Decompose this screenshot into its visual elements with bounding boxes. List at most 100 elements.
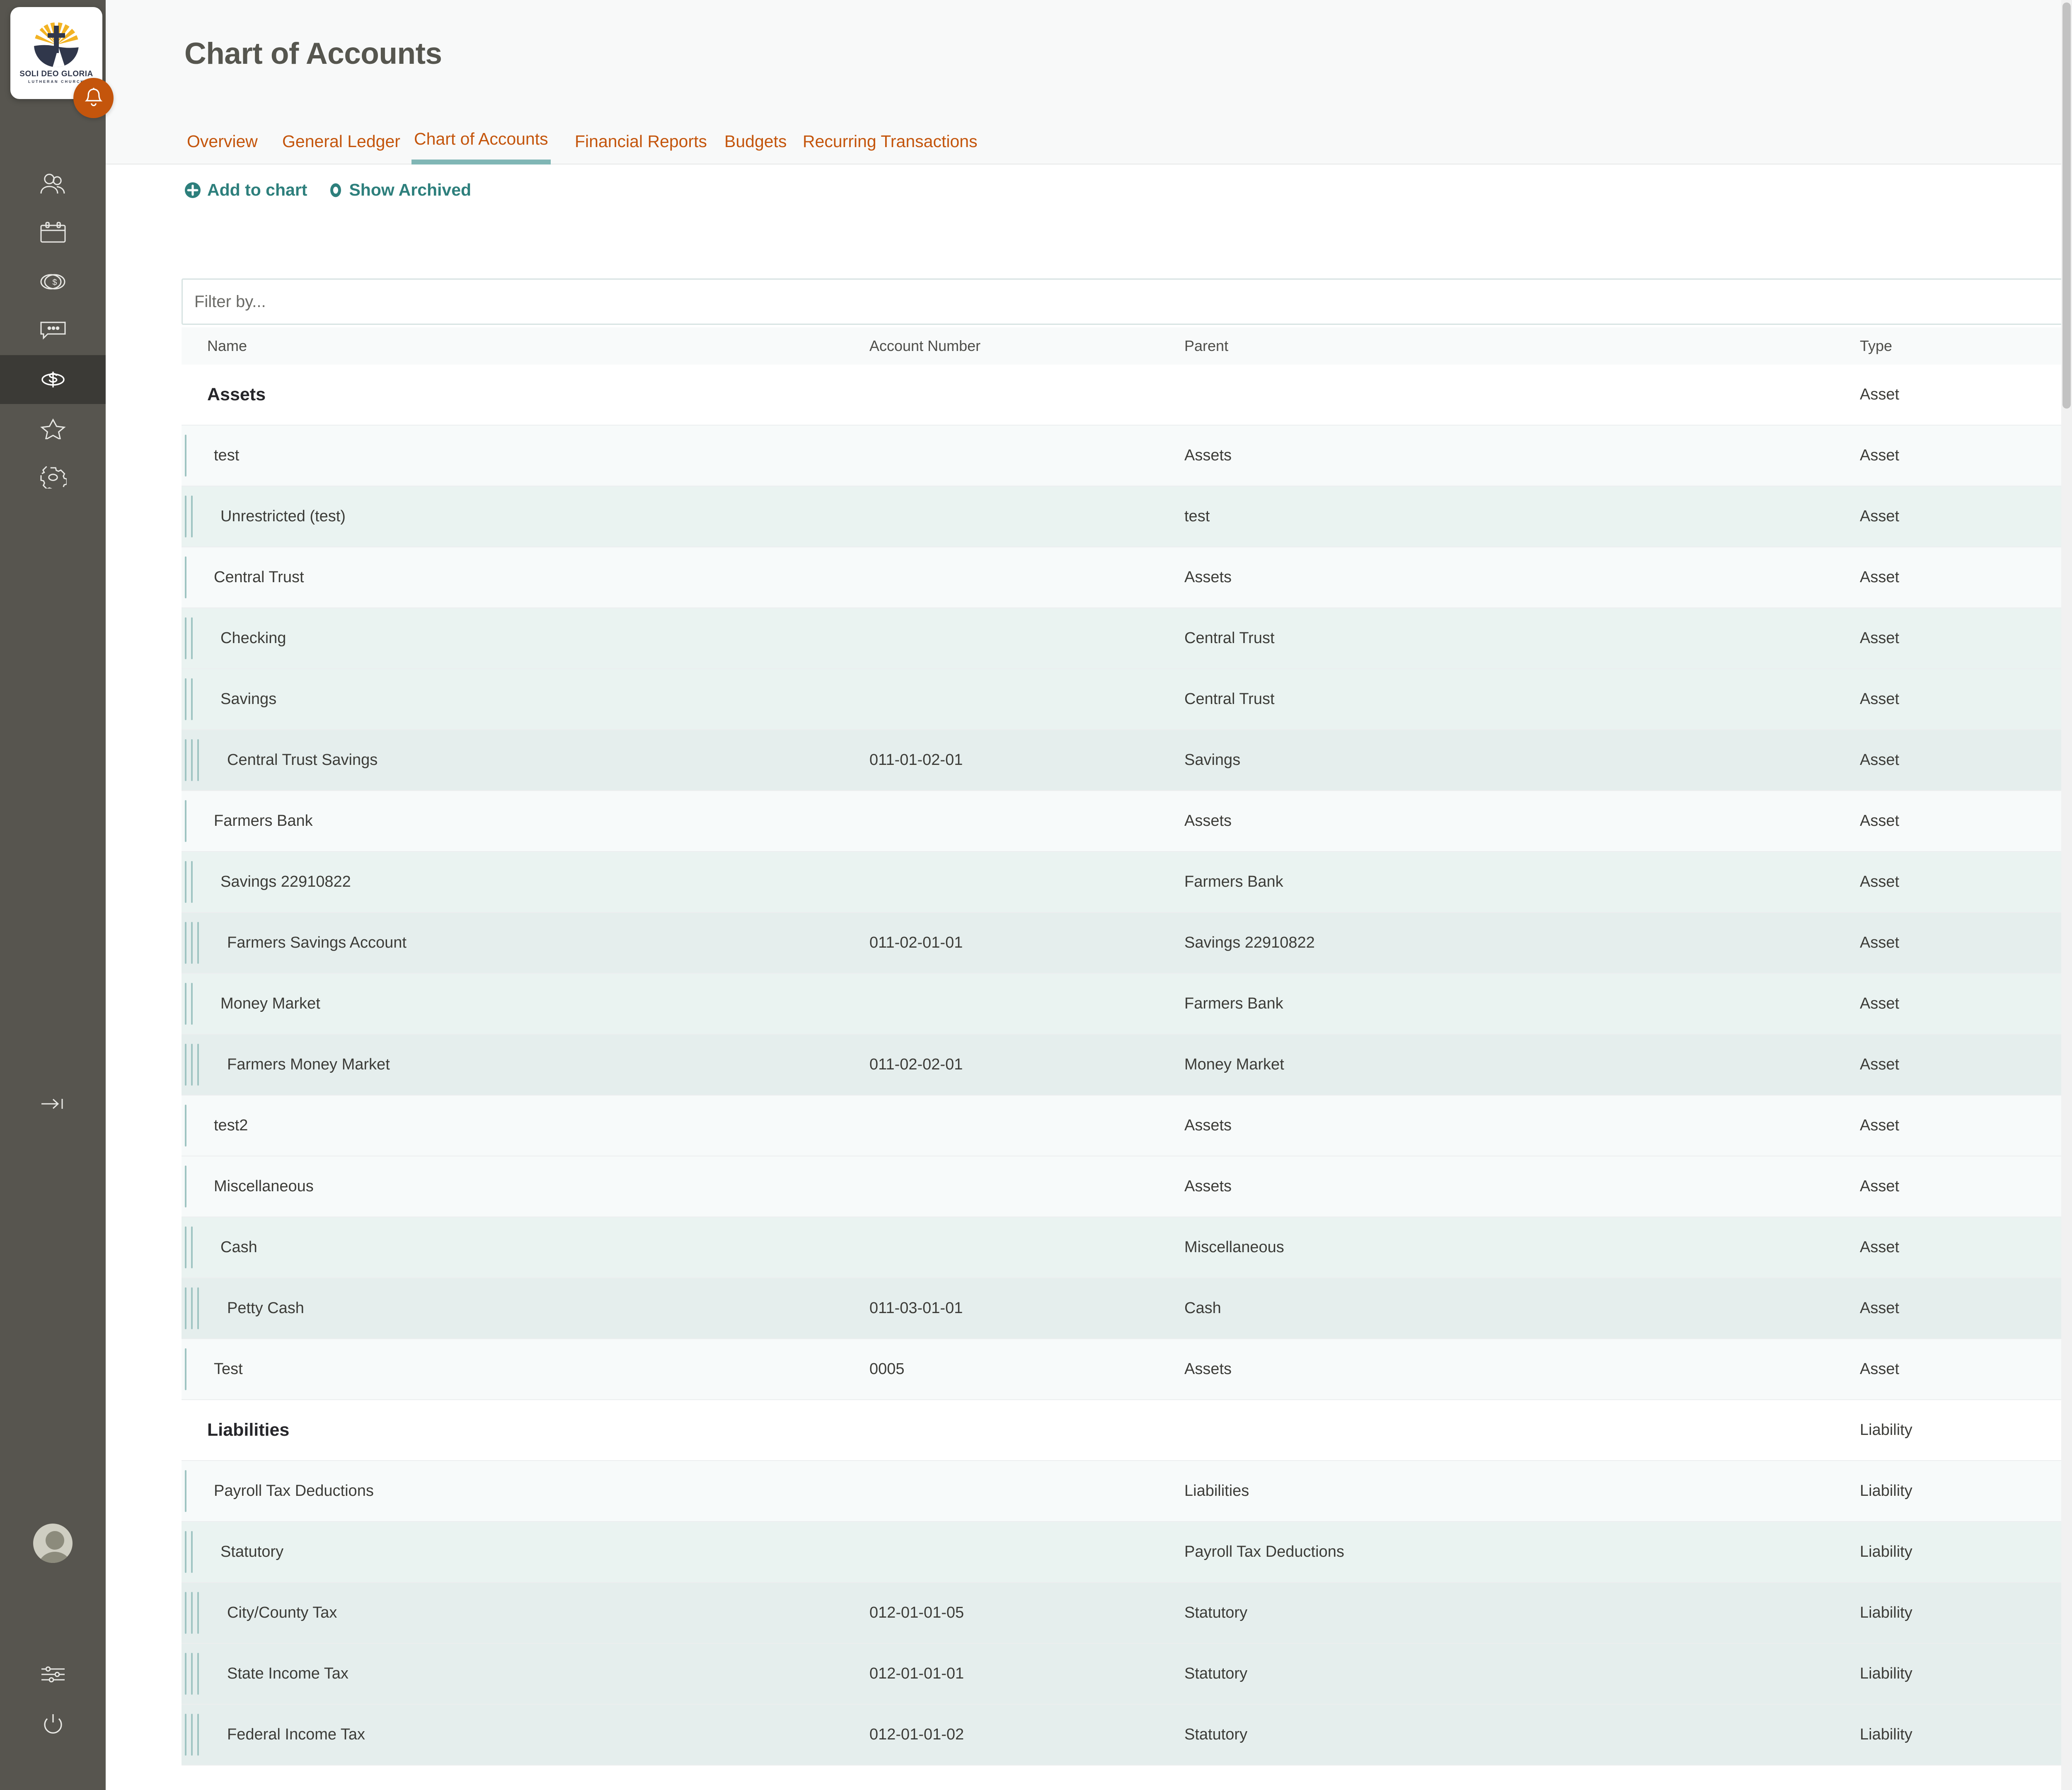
- sidebar-item-calendar[interactable]: [0, 208, 106, 257]
- indent-guide-bar: [197, 1592, 199, 1634]
- table-row[interactable]: Federal Income Tax 012-01-01-02 Statutory L…: [182, 1705, 2072, 1766]
- column-header-type[interactable]: Type: [1860, 337, 1893, 354]
- indent-guide-bar: [191, 1592, 193, 1634]
- show-archived-button[interactable]: Show Archived: [329, 180, 471, 200]
- tab-general-ledger[interactable]: General Ledger: [282, 131, 400, 151]
- table-row[interactable]: Payroll Tax Deductions Liabilities Liabili…: [182, 1461, 2072, 1522]
- tab-financial-reports[interactable]: Financial Reports: [575, 131, 707, 151]
- cell-account-number: [869, 1096, 1184, 1156]
- action-bar: Add to chart Show Archived Print: [106, 164, 2072, 216]
- sidebar-item-preferences[interactable]: [0, 1650, 106, 1699]
- cell-type: Asset: [1860, 1238, 1900, 1256]
- eye-icon: [330, 183, 341, 197]
- sidebar-item-giving[interactable]: $: [0, 257, 106, 306]
- table-row[interactable]: State Income Tax 012-01-01-01 Statutory Lia…: [182, 1644, 2072, 1705]
- sidebar-item-settings[interactable]: [0, 453, 106, 502]
- cell-account-number: 0005: [869, 1360, 905, 1378]
- bell-icon: [85, 87, 102, 106]
- tab-overview[interactable]: Overview: [187, 131, 258, 151]
- indent-guide-bar: [197, 1044, 199, 1086]
- scrollbar-thumb[interactable]: [2062, 2, 2071, 409]
- cell-type: Liability: [1860, 1604, 1912, 1621]
- indent-guide-bar: [191, 739, 193, 781]
- plus-circle-filled-icon: [185, 182, 201, 198]
- sliders-icon: [41, 1666, 65, 1683]
- cell-type: Asset: [1860, 1056, 1900, 1073]
- table-body: AssetsAsset$390,192.74testAssetsAsset$25…: [182, 365, 2072, 1766]
- cell-name: State Income Tax: [227, 1665, 349, 1682]
- add-to-chart-button[interactable]: Add to chart: [184, 180, 307, 200]
- table-row[interactable]: City/County Tax 012-01-01-05 Statutory Liab…: [182, 1583, 2072, 1644]
- indent-guide-bar: [191, 1714, 193, 1756]
- tab-budgets[interactable]: Budgets: [724, 131, 787, 151]
- org-logo[interactable]: SOLI DEO GLORIA LUTHERAN CHURCH: [10, 7, 102, 99]
- cell-account-number: 011-02-02-01: [869, 1056, 963, 1073]
- indent-guides: [182, 1166, 186, 1207]
- cell-name: Checking: [220, 629, 286, 647]
- indent-guides: [182, 1105, 186, 1147]
- indent-guides: [182, 496, 193, 537]
- power-icon: [44, 1714, 62, 1734]
- cell-parent: Central Trust: [1184, 690, 1275, 708]
- sidebar-item-logout[interactable]: [0, 1699, 106, 1748]
- svg-text:$: $: [52, 278, 57, 287]
- people-icon: [40, 174, 65, 194]
- cell-parent: Assets: [1184, 1117, 1232, 1134]
- avatar[interactable]: [31, 1522, 75, 1565]
- sidebar-item-collapse-menu[interactable]: [0, 1079, 106, 1128]
- indent-guide-bar: [191, 922, 193, 964]
- sidebar-item-people[interactable]: [0, 160, 106, 208]
- indent-guide-bar: [197, 922, 199, 964]
- table-row[interactable]: Statutory Payroll Tax Deductions Liability…: [182, 1522, 2072, 1583]
- table-row[interactable]: Farmers Savings Account 011-02-01-01 Savin…: [182, 913, 2072, 974]
- cell-name: Assets: [207, 385, 266, 404]
- column-header-account-number[interactable]: Account Number: [869, 337, 981, 354]
- page-title: Chart of Accounts: [184, 37, 442, 70]
- cell-type: Asset: [1860, 386, 1900, 403]
- tab-bar: Overview General Ledger Chart of Account…: [106, 118, 2072, 164]
- cell-parent: Savings: [1184, 751, 1241, 769]
- table-row[interactable]: Farmers Money Market 011-02-02-01 Money Ma…: [182, 1035, 2072, 1096]
- cell-account-number: [869, 974, 1184, 1034]
- tab-recurring-transactions[interactable]: Recurring Transactions: [803, 131, 978, 151]
- sidebar-item-accounting[interactable]: [0, 355, 106, 404]
- cell-name: test2: [214, 1117, 248, 1134]
- notification-bell-badge[interactable]: [73, 78, 114, 118]
- indent-guide-bar: [185, 556, 186, 598]
- sunburst-cross-logo-mark: [34, 22, 79, 67]
- tab-chart-of-accounts[interactable]: Chart of Accounts: [411, 118, 551, 164]
- indent-guide-bar: [185, 1348, 186, 1390]
- cell-account-number: 012-01-01-05: [869, 1604, 964, 1621]
- cell-account-number: [869, 426, 1184, 486]
- cell-name: Statutory: [220, 1543, 284, 1560]
- cell-account-number: 011-02-01-01: [869, 934, 963, 951]
- sidebar-item-favorites[interactable]: [0, 404, 106, 453]
- column-header-parent[interactable]: Parent: [1184, 337, 1229, 354]
- indent-guide-bar: [191, 861, 193, 903]
- column-header-name[interactable]: Name: [207, 337, 247, 354]
- cell-parent: Statutory: [1184, 1604, 1248, 1621]
- indent-guide-bar: [185, 1166, 186, 1207]
- filter-input[interactable]: [182, 278, 2072, 325]
- cell-type: Asset: [1860, 812, 1900, 830]
- sidebar-item-messages[interactable]: [0, 306, 106, 355]
- table-row[interactable]: Central Trust Savings 011-01-02-01 Savings…: [182, 730, 2072, 791]
- indent-guide-bar: [191, 496, 193, 537]
- page-scrollbar[interactable]: [2061, 0, 2072, 1790]
- indent-guides: [182, 1226, 193, 1268]
